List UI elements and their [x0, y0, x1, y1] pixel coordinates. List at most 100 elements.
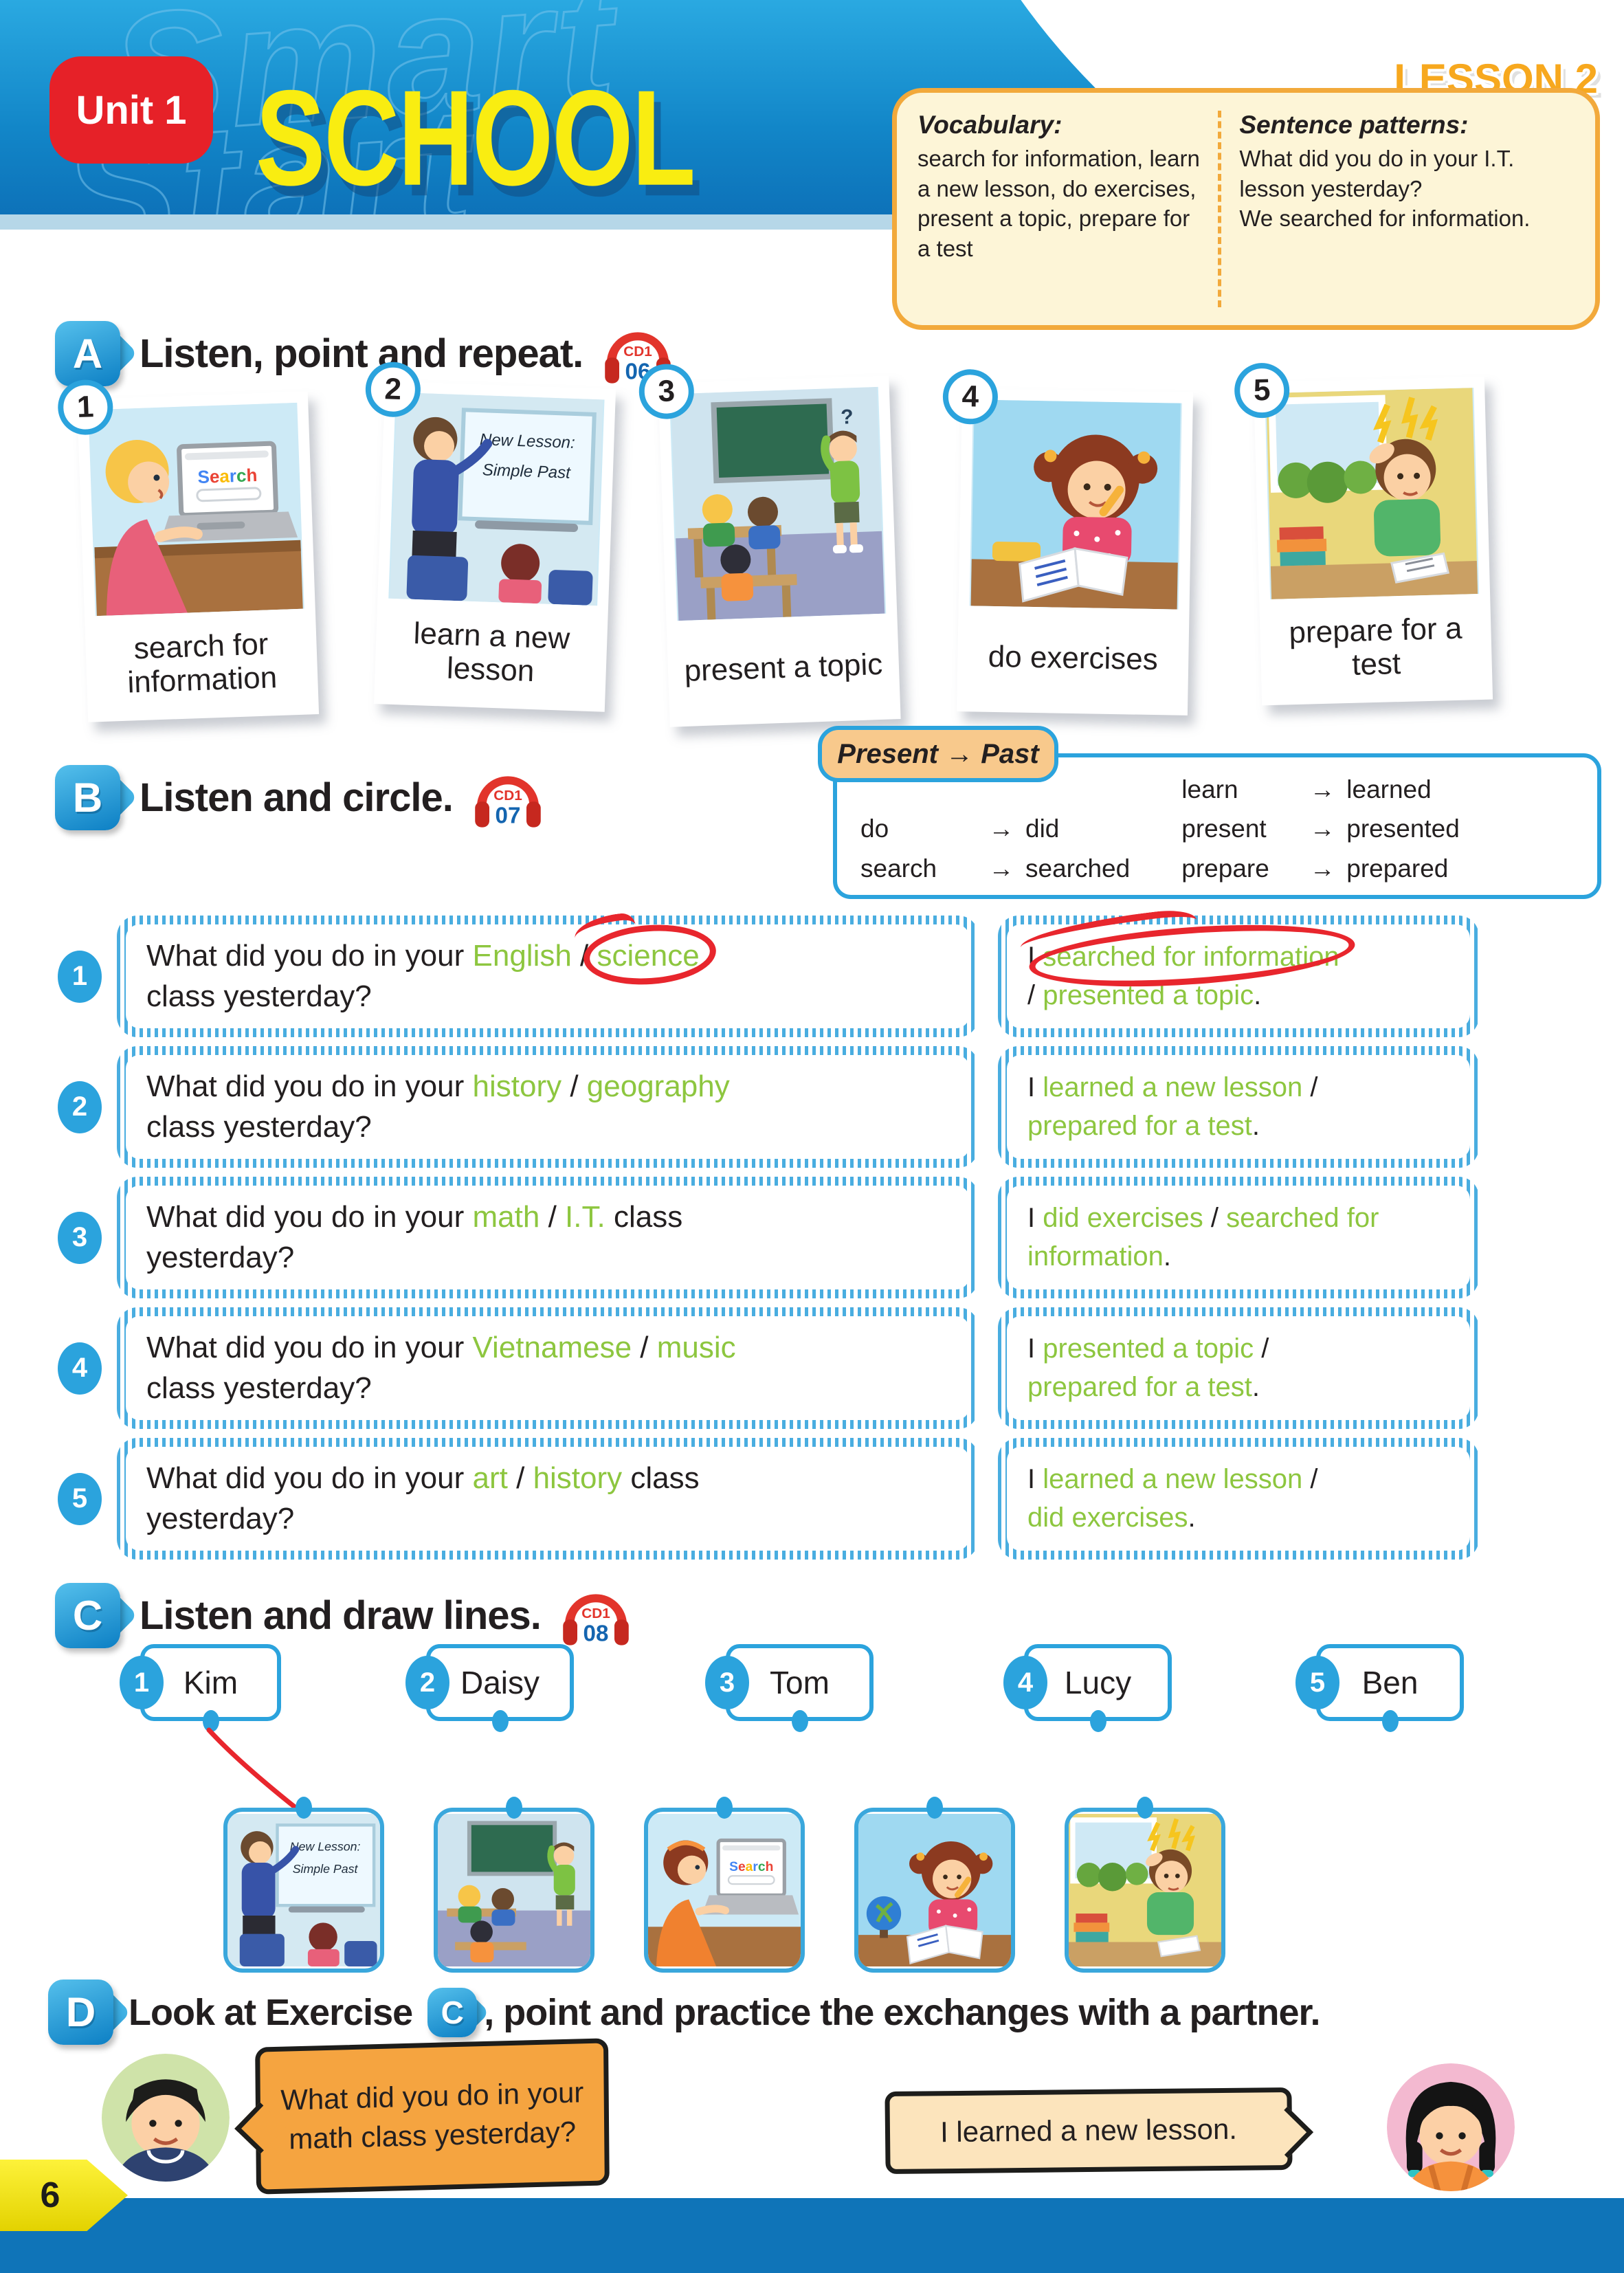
grammar-to: searched — [1025, 854, 1131, 883]
section-b-header: B Listen and circle. CD1 07 — [55, 760, 544, 834]
scene-do-exercises — [969, 399, 1182, 610]
name-box-lucy[interactable]: 4 Lucy — [1003, 1644, 1172, 1732]
section-d-header: D Look at Exercise C , point and practic… — [48, 1980, 1588, 2045]
word-yesterday: yesterday? — [223, 979, 372, 1013]
period: . — [1188, 1502, 1196, 1533]
option-1: Vietnamese — [472, 1331, 632, 1365]
name-label: Daisy — [460, 1665, 540, 1700]
grammar-to: presented — [1346, 814, 1460, 843]
match-pic-prepare-test[interactable] — [1065, 1808, 1225, 1973]
exercise-row-4: 4 What did you do in your Vietnamese / m… — [48, 1307, 1479, 1429]
word-yesterday: yesterday? — [223, 1371, 372, 1405]
girl-avatar — [1387, 2063, 1515, 2191]
boy-speech-text: What did you do in your math class yeste… — [280, 2076, 584, 2155]
connector-dot[interactable] — [491, 1710, 509, 1732]
answer-box: I presented a topic / prepared for a tes… — [998, 1307, 1479, 1429]
sentence-patterns-title: Sentence patterns: — [1239, 111, 1469, 139]
word-class: class — [146, 979, 216, 1013]
question-box: What did you do in your Vietnamese / mus… — [117, 1307, 979, 1429]
section-b-title: Listen and circle. — [140, 775, 454, 820]
match-pic-search-info[interactable]: Search — [644, 1808, 805, 1973]
scene-learn-new-lesson: New Lesson: Simple Past — [388, 392, 605, 606]
row-number: 4 — [58, 1342, 102, 1395]
row-number: 5 — [58, 1472, 102, 1525]
boy-speech-bubble: What did you do in your math class yeste… — [255, 2038, 610, 2195]
girl-speech-bubble: I learned a new lesson. — [885, 2087, 1293, 2175]
match-pic-learn-lesson[interactable]: New Lesson: Simple Past — [223, 1808, 384, 1973]
section-d-badge: D — [48, 1980, 131, 2045]
word-class: class — [630, 1461, 700, 1496]
connector-dot[interactable] — [716, 1797, 733, 1819]
connector-dot[interactable] — [1137, 1797, 1153, 1819]
boy-avatar — [102, 2054, 230, 2182]
answer-prefix: I — [1027, 1203, 1036, 1234]
answer-2: prepared for a test — [1027, 1371, 1252, 1402]
option-2: music — [656, 1331, 736, 1365]
name-box-kim[interactable]: 1 Kim — [120, 1644, 281, 1732]
answer-prefix: I — [1027, 1072, 1036, 1103]
page-title: SCHOOL — [256, 62, 696, 214]
name-box-ben[interactable]: 5 Ben — [1295, 1644, 1464, 1732]
cd-label: CD1 — [624, 344, 653, 359]
unit-badge: Unit 1 — [49, 56, 213, 164]
connector-dot[interactable] — [1381, 1710, 1399, 1732]
question-prefix: What did you do in your — [146, 939, 465, 973]
match-pic-do-exercises[interactable] — [854, 1808, 1015, 1973]
vocabulary-text: search for information, learn a new less… — [917, 146, 1200, 261]
scene-prepare-for-test — [1265, 388, 1480, 599]
cd-track-number: 08 — [583, 1621, 608, 1646]
laptop-search-logo: Search — [729, 1860, 773, 1874]
answer-2: searched for information — [1027, 1203, 1379, 1272]
grammar-to: did — [1025, 814, 1060, 843]
section-d-letter: D — [65, 1989, 96, 2035]
whiteboard-line1: New Lesson: — [290, 1839, 361, 1853]
slash: / — [1027, 979, 1036, 1010]
word-class: class — [146, 1109, 216, 1144]
exercise-row-1: 1 What did you do in your English / scie… — [48, 916, 1479, 1037]
question-prefix: What did you do in your — [146, 1461, 465, 1496]
scene-present-a-topic: ? — [669, 386, 887, 621]
slash: / — [516, 1461, 525, 1496]
name-number: 2 — [405, 1656, 449, 1709]
card-caption: learn a new lesson — [412, 616, 570, 689]
laptop-search-logo: Search — [197, 465, 258, 487]
card-caption: do exercises — [988, 640, 1159, 677]
word-class: class — [613, 1200, 683, 1234]
section-a-letter: A — [72, 330, 103, 377]
match-pic-present-topic[interactable] — [434, 1808, 594, 1973]
vocab-card-exercises: 4 do exercises — [942, 368, 1194, 716]
name-box-daisy[interactable]: 2 Daisy — [405, 1644, 574, 1732]
unit-label: Unit 1 — [76, 87, 187, 133]
vocabulary-title: Vocabulary: — [917, 111, 1063, 139]
grammar-from: search — [860, 854, 937, 883]
option-2: geography — [586, 1069, 730, 1104]
sentence-patterns-answer: We searched for information. — [1239, 206, 1531, 232]
option-2: I.T. — [565, 1200, 605, 1234]
listen-circle-rows: 1 What did you do in your English / scie… — [48, 916, 1479, 1560]
vocab-card-search: 1 Search search for information — [56, 379, 320, 722]
card-caption: prepare for a test — [1288, 611, 1462, 682]
connector-dot[interactable] — [296, 1797, 312, 1819]
cd-track-number: 07 — [495, 803, 520, 828]
connector-dot[interactable] — [506, 1797, 522, 1819]
section-c-header: C Listen and draw lines. CD1 08 — [55, 1578, 632, 1652]
connector-dot[interactable] — [791, 1710, 808, 1732]
period: . — [1163, 1241, 1171, 1272]
connector-dot[interactable] — [926, 1797, 943, 1819]
word-class: class — [146, 1371, 216, 1405]
answer-box: I did exercises / searched for informati… — [998, 1177, 1479, 1298]
name-label: Kim — [183, 1665, 238, 1700]
section-d-title-post: , point and practice the exchanges with … — [484, 1991, 1320, 2033]
connector-dot[interactable] — [1089, 1710, 1106, 1732]
exercise-row-5: 5 What did you do in your art / history … — [48, 1438, 1479, 1560]
question-box: What did you do in your math / I.T. clas… — [117, 1177, 979, 1298]
answer-1-circled: searched for information — [1043, 938, 1339, 976]
period: . — [1252, 1110, 1260, 1141]
slash: / — [580, 939, 589, 973]
grammar-from: prepare — [1181, 854, 1269, 883]
name-box-tom[interactable]: 3 Tom — [705, 1644, 874, 1732]
vocabulary-box: Vocabulary: search for information, lear… — [892, 88, 1600, 330]
arrow-icon: → — [988, 854, 1014, 883]
svg-text:?: ? — [841, 406, 854, 429]
